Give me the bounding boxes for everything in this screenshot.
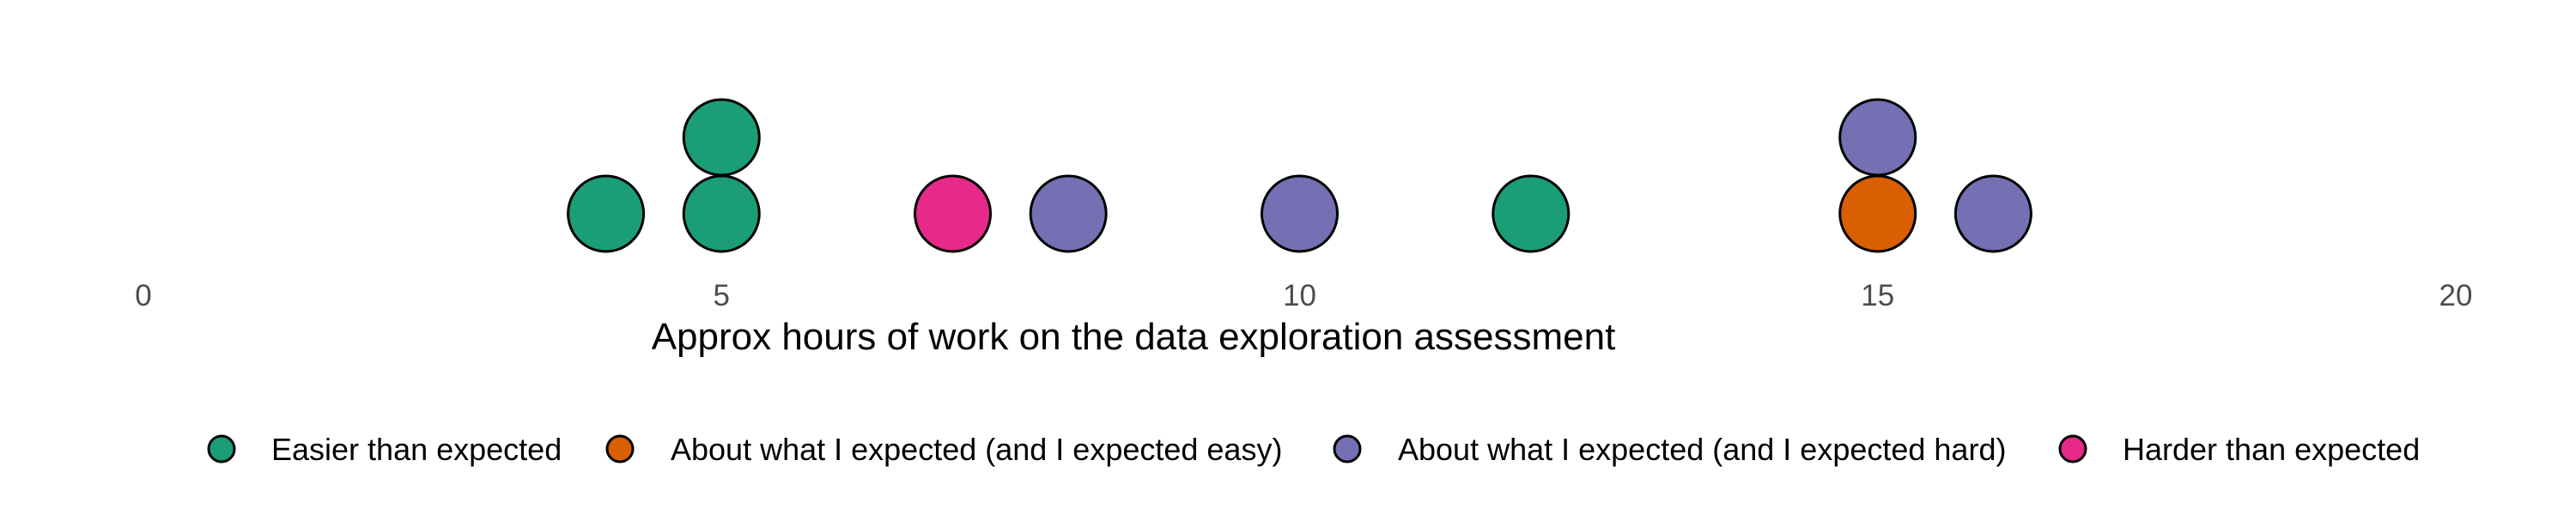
x-axis-title: Approx hours of work on the data explora… <box>652 316 1616 358</box>
dots-layer <box>567 98 2032 253</box>
x-tick-label: 10 <box>1283 279 1316 312</box>
legend-key <box>207 434 236 464</box>
legend-label: About what I expected (and I expected ea… <box>671 432 1282 467</box>
data-point <box>567 174 646 253</box>
legend-label: Harder than expected <box>2123 432 2420 467</box>
x-tick-label: 20 <box>2439 279 2473 312</box>
data-point <box>682 174 761 253</box>
data-point <box>1838 98 1917 177</box>
data-point <box>914 174 993 253</box>
legend-key <box>1333 434 1362 464</box>
legend-label: About what I expected (and I expected ha… <box>1398 432 2006 467</box>
legend-key <box>605 434 635 464</box>
data-point <box>1838 174 1917 253</box>
data-point <box>1261 174 1339 253</box>
legend-label: Easier than expected <box>271 432 562 467</box>
legend-key <box>2058 434 2087 464</box>
data-point <box>1953 174 2032 253</box>
x-tick-label: 15 <box>1861 279 1894 312</box>
data-point <box>682 98 761 177</box>
x-tick-label: 5 <box>714 279 730 312</box>
data-point <box>1029 174 1108 253</box>
legend: Easier than expected About what I expecte… <box>207 432 2420 467</box>
x-tick-label: 0 <box>135 279 151 312</box>
data-point <box>1492 174 1571 253</box>
x-axis-ticks: 0 5 10 15 20 <box>135 279 2472 312</box>
